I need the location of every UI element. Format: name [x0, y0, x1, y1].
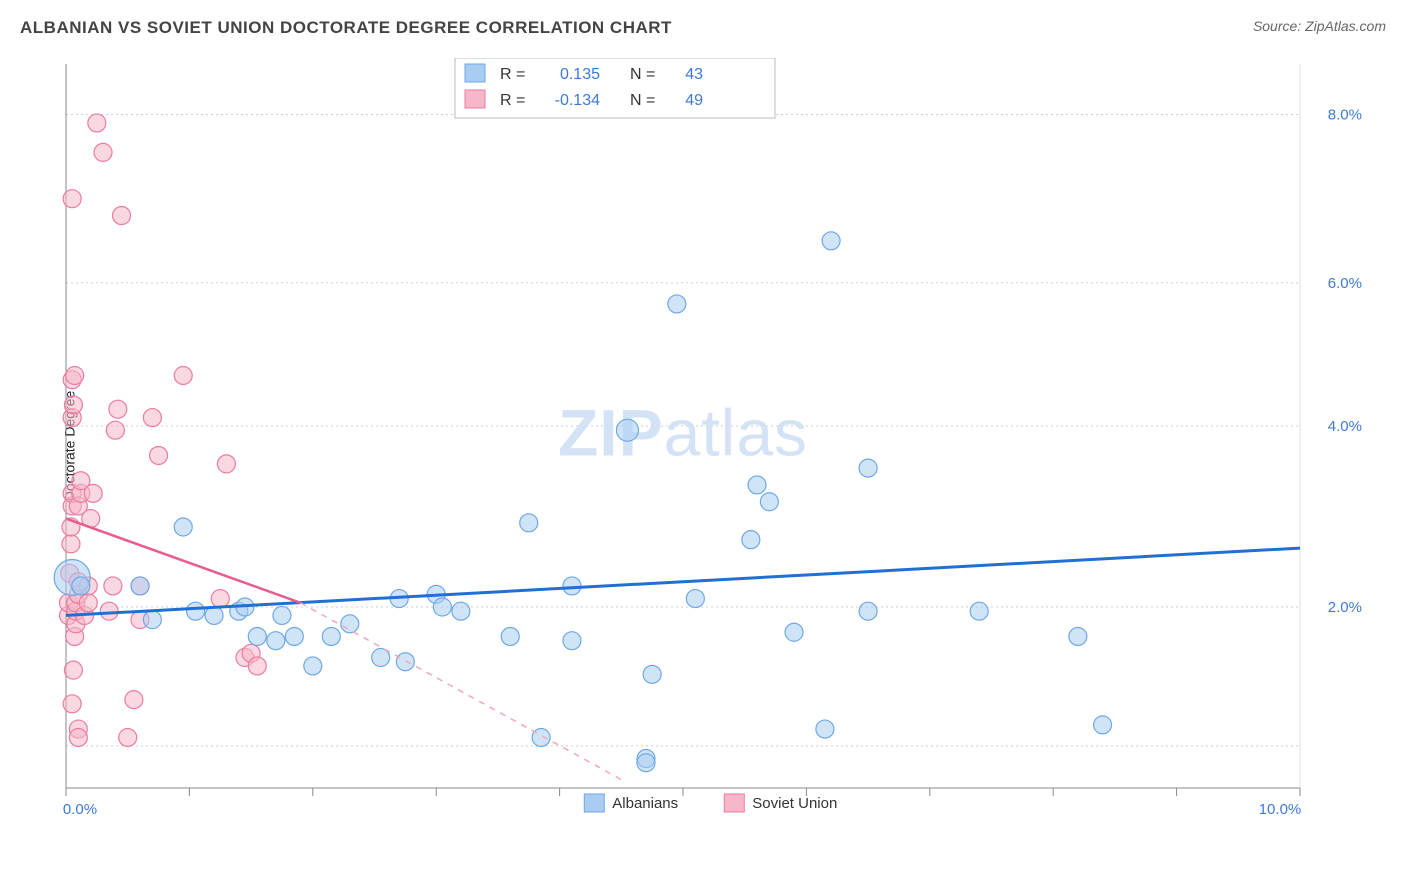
- albanian-point: [187, 602, 205, 620]
- albanian-point: [322, 627, 340, 645]
- soviet-point: [63, 190, 81, 208]
- albanian-point: [643, 665, 661, 683]
- albanian-point: [816, 720, 834, 738]
- soviet-point: [174, 366, 192, 384]
- watermark: ZIPatlas: [558, 395, 808, 469]
- y-tick-label: 2.0%: [1328, 599, 1362, 616]
- soviet-point: [88, 114, 106, 132]
- legend-n-label: N =: [630, 66, 655, 83]
- albanian-point: [433, 598, 451, 616]
- albanian-point: [563, 632, 581, 650]
- legend-n-label: N =: [630, 92, 655, 109]
- legend-n-value: 43: [685, 66, 703, 83]
- albanian-point: [616, 419, 638, 441]
- soviet-point: [113, 207, 131, 225]
- soviet-point: [66, 366, 84, 384]
- legend-r-value: 0.135: [560, 66, 600, 83]
- albanian-point: [341, 615, 359, 633]
- y-tick-label: 6.0%: [1328, 275, 1362, 292]
- legend-r-label: R =: [500, 92, 525, 109]
- albanian-point: [1069, 627, 1087, 645]
- legend-r-value: -0.134: [555, 92, 600, 109]
- soviet-point: [248, 657, 266, 675]
- soviet-point: [109, 400, 127, 418]
- albanian-point: [452, 602, 470, 620]
- albanian-point: [686, 590, 704, 608]
- albanian-point: [396, 653, 414, 671]
- x-tick-label: 0.0%: [63, 801, 97, 818]
- albanian-point: [970, 602, 988, 620]
- albanian-point: [859, 459, 877, 477]
- albanian-point: [285, 627, 303, 645]
- legend-n-value: 49: [685, 92, 703, 109]
- albanian-point: [72, 577, 90, 595]
- albanian-trend: [66, 548, 1300, 615]
- x-tick-label: 10.0%: [1259, 801, 1302, 818]
- albanian-point: [760, 493, 778, 511]
- soviet-point: [64, 396, 82, 414]
- albanian-point: [785, 623, 803, 641]
- albanian-point: [1094, 716, 1112, 734]
- y-tick-label: 8.0%: [1328, 107, 1362, 124]
- legend-swatch-albanians: [584, 794, 604, 812]
- soviet-point: [84, 484, 102, 502]
- soviet-point: [69, 728, 87, 746]
- legend-label-soviet: Soviet Union: [752, 795, 837, 812]
- albanian-point: [131, 577, 149, 595]
- soviet-point: [100, 602, 118, 620]
- soviet-point: [64, 661, 82, 679]
- legend-label-albanians: Albanians: [612, 795, 678, 812]
- soviet-point: [125, 691, 143, 709]
- legend-swatch-soviet: [724, 794, 744, 812]
- albanian-point: [563, 577, 581, 595]
- soviet-point: [79, 594, 97, 612]
- soviet-point: [104, 577, 122, 595]
- albanian-point: [248, 627, 266, 645]
- albanian-point: [748, 476, 766, 494]
- legend-swatch: [465, 90, 485, 108]
- soviet-point: [62, 535, 80, 553]
- soviet-point: [63, 695, 81, 713]
- albanian-point: [520, 514, 538, 532]
- albanian-point: [859, 602, 877, 620]
- soviet-point: [143, 409, 161, 427]
- soviet-point: [150, 446, 168, 464]
- albanian-point: [143, 611, 161, 629]
- chart-title: ALBANIAN VS SOVIET UNION DOCTORATE DEGRE…: [20, 18, 672, 37]
- soviet-point: [217, 455, 235, 473]
- albanian-point: [742, 531, 760, 549]
- soviet-point: [211, 590, 229, 608]
- soviet-point: [94, 143, 112, 161]
- albanian-point: [267, 632, 285, 650]
- soviet-point: [119, 728, 137, 746]
- albanian-point: [637, 754, 655, 772]
- albanian-point: [273, 606, 291, 624]
- legend-swatch: [465, 64, 485, 82]
- albanian-point: [174, 518, 192, 536]
- legend-r-label: R =: [500, 66, 525, 83]
- y-tick-label: 4.0%: [1328, 418, 1362, 435]
- albanian-point: [668, 295, 686, 313]
- source-credit: Source: ZipAtlas.com: [1253, 18, 1386, 34]
- albanian-point: [501, 627, 519, 645]
- scatter-chart: ZIPatlas 2.0% 4.0% 6.0% 8.0% 0.0% 10.0% R = 0.13…: [50, 58, 1370, 828]
- albanian-point: [304, 657, 322, 675]
- albanian-point: [822, 232, 840, 250]
- soviet-point: [106, 421, 124, 439]
